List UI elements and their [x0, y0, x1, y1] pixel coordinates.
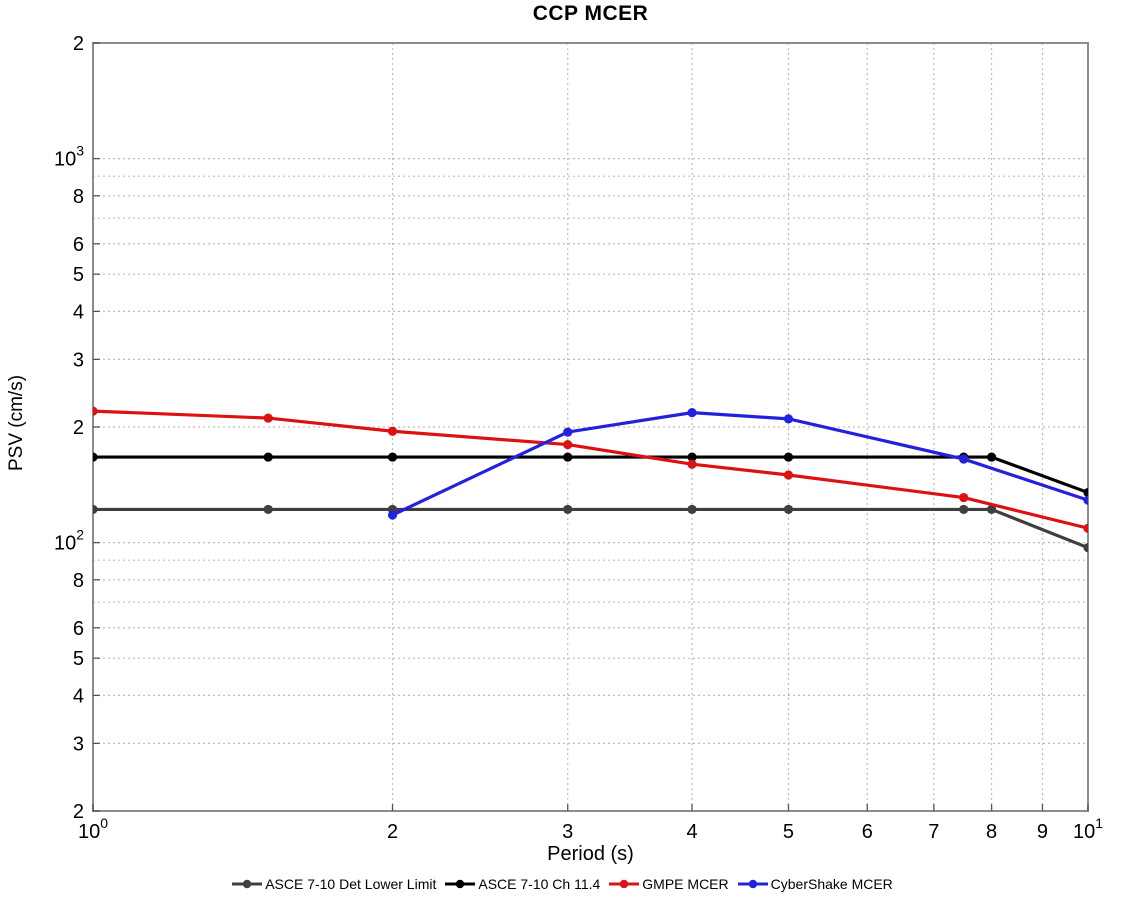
legend-label: CyberShake MCER [770, 876, 893, 892]
y-tick-label: 2 [73, 417, 84, 439]
data-point-asce-7-10-ch-11-4 [1083, 487, 1088, 498]
legend-label: GMPE MCER [642, 876, 729, 892]
y-tick-label: 6 [73, 618, 84, 640]
data-point-asce-7-10-det-lower-limit [783, 504, 794, 515]
x-tick-label: 6 [862, 821, 873, 843]
data-point-gmpe-mcer [959, 492, 969, 503]
grid [93, 43, 1088, 811]
y-tick-label: 3 [73, 733, 84, 755]
series-cybershake-mcer [387, 408, 1088, 520]
series-asce-7-10-ch-11-4 [93, 452, 1088, 498]
data-point-cybershake-mcer [1083, 495, 1088, 505]
data-point-asce-7-10-ch-11-4 [263, 452, 273, 462]
data-point-cybershake-mcer [959, 454, 969, 464]
y-tick-label: 4 [73, 301, 84, 323]
data-point-asce-7-10-det-lower-limit [93, 504, 98, 515]
axis-ticks [92, 42, 1089, 812]
x-tick-label: 4 [686, 821, 697, 843]
data-point-asce-7-10-ch-11-4 [783, 452, 794, 462]
legend-item-cybershake-mcer: CyberShake MCER [737, 876, 893, 892]
y-tick-label: 102 [54, 527, 84, 555]
y-tick-label: 103 [54, 143, 84, 171]
legend-marker-icon [609, 879, 640, 889]
x-tick-label: 9 [1037, 821, 1048, 843]
x-tick-label: 2 [387, 821, 398, 843]
data-point-asce-7-10-det-lower-limit [563, 504, 573, 515]
x-tick-label: 3 [562, 821, 573, 843]
legend-dot [620, 879, 629, 889]
data-point-asce-7-10-det-lower-limit [959, 504, 969, 515]
x-tick-label: 8 [986, 821, 997, 843]
data-point-cybershake-mcer [563, 427, 573, 437]
legend-item-asce-7-10-det-lower-limit: ASCE 7-10 Det Lower Limit [232, 876, 436, 892]
data-point-gmpe-mcer [93, 406, 98, 416]
legend-label: ASCE 7-10 Ch 11.4 [478, 876, 601, 892]
legend-item-asce-7-10-ch-11-4: ASCE 7-10 Ch 11.4 [445, 876, 600, 892]
y-tick-label: 5 [73, 264, 84, 286]
y-axis-label: PSV (cm/s) [6, 374, 27, 472]
data-point-cybershake-mcer [783, 414, 794, 424]
data-point-cybershake-mcer [387, 510, 398, 520]
legend: ASCE 7-10 Det Lower Limit ASCE 7-10 Ch 11… [0, 874, 1125, 894]
data-point-asce-7-10-ch-11-4 [687, 452, 697, 462]
data-point-asce-7-10-ch-11-4 [387, 452, 398, 462]
legend-item-gmpe-mcer: GMPE MCER [609, 876, 729, 892]
legend-dot [456, 879, 465, 889]
x-tick-label: 101 [1073, 815, 1103, 843]
series-group [93, 406, 1088, 553]
series-gmpe-mcer [93, 406, 1088, 533]
series-line-cybershake-mcer [391, 411, 1088, 517]
data-point-asce-7-10-ch-11-4 [563, 452, 573, 462]
series-line-asce-7-10-det-lower-limit [93, 507, 1088, 550]
y-tick-label: 2 [73, 33, 84, 55]
data-point-gmpe-mcer [783, 470, 794, 480]
data-point-gmpe-mcer [263, 413, 273, 423]
x-tick-label: 7 [928, 821, 939, 843]
data-point-asce-7-10-det-lower-limit [687, 504, 697, 515]
y-tick-label: 8 [73, 186, 84, 208]
legend-marker-icon [737, 879, 768, 889]
x-tick-label: 5 [783, 821, 794, 843]
data-point-asce-7-10-det-lower-limit [1083, 543, 1088, 553]
legend-marker-icon [232, 879, 263, 889]
data-point-asce-7-10-det-lower-limit [263, 504, 273, 515]
data-point-cybershake-mcer [687, 408, 697, 418]
data-point-asce-7-10-det-lower-limit [986, 504, 997, 515]
data-point-asce-7-10-ch-11-4 [986, 452, 997, 462]
y-tick-label: 5 [73, 648, 84, 670]
y-tick-label: 4 [73, 685, 84, 707]
data-point-asce-7-10-ch-11-4 [93, 452, 98, 462]
y-tick-label: 2 [73, 801, 84, 823]
legend-dot [242, 879, 252, 889]
legend-marker-icon [445, 879, 476, 889]
y-tick-label: 6 [73, 234, 84, 256]
series-asce-7-10-det-lower-limit [93, 504, 1088, 553]
series-line-gmpe-mcer [93, 409, 1088, 530]
data-point-gmpe-mcer [563, 439, 573, 450]
y-tick-label: 3 [73, 349, 84, 371]
y-tick-label: 8 [73, 570, 84, 592]
data-point-gmpe-mcer [387, 426, 398, 436]
data-point-gmpe-mcer [1083, 523, 1088, 533]
data-point-gmpe-mcer [687, 459, 697, 469]
series-line-asce-7-10-ch-11-4 [93, 455, 1088, 495]
x-axis-label: Period (s) [547, 843, 634, 865]
legend-dot [748, 879, 757, 889]
chart-title: CCP MCER [532, 2, 649, 25]
legend-label: ASCE 7-10 Det Lower Limit [265, 876, 437, 892]
